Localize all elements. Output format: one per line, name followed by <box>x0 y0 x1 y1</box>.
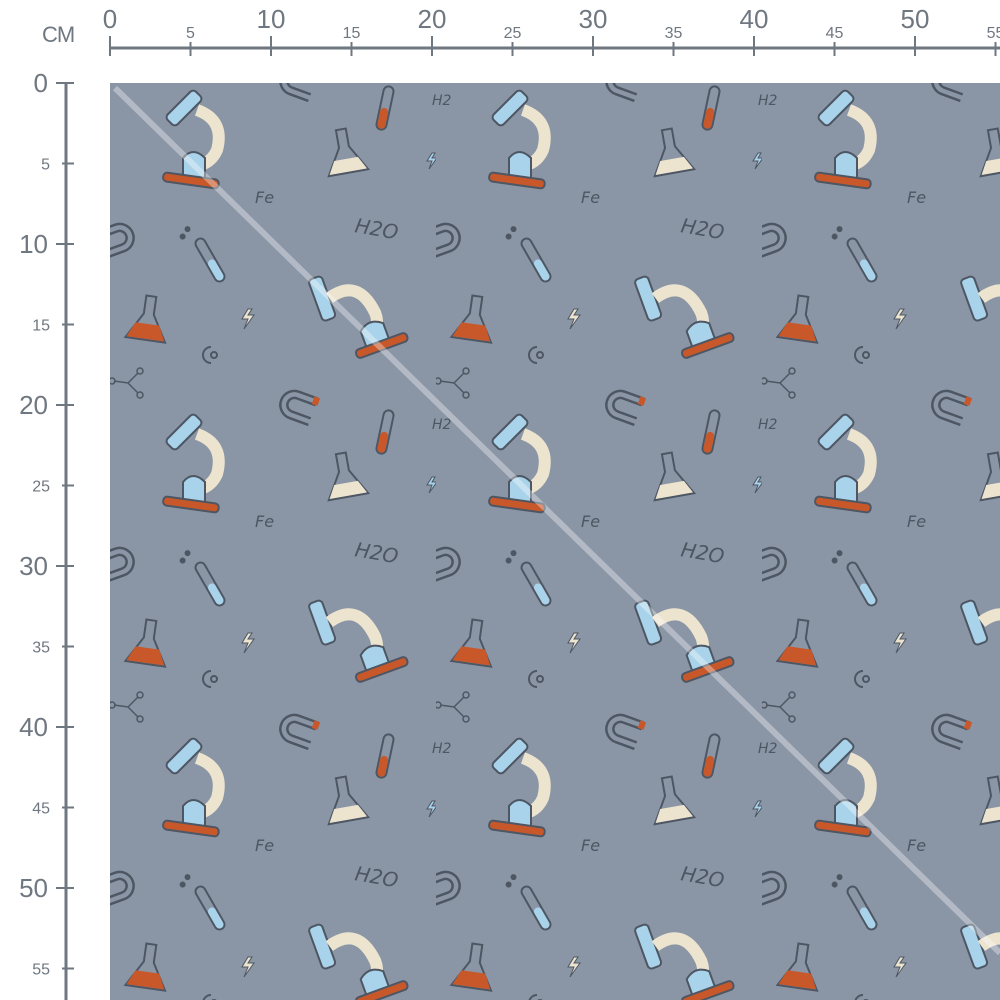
fe-label: Fe <box>255 836 274 855</box>
fe-label: Fe <box>581 188 600 207</box>
top-ruler-label: 15 <box>343 25 361 42</box>
fabric-swatch: H2OFeH2H2OFeH2H2OFeH2H2OFeH2H2OFeH2H2OFe… <box>110 83 1000 1000</box>
left-ruler-label: 55 <box>32 962 50 979</box>
fe-label: Fe <box>255 188 274 207</box>
top-ruler-label: 55 <box>987 25 1000 42</box>
left-ruler-label: 5 <box>41 157 50 174</box>
top-ruler-label: 30 <box>579 4 608 34</box>
fabric-pattern <box>110 83 1000 1000</box>
left-ruler-label: 15 <box>32 318 50 335</box>
top-ruler-label: 45 <box>826 25 844 42</box>
fe-label: Fe <box>255 512 274 531</box>
left-ruler-label: 20 <box>19 390 48 420</box>
top-ruler-label: 20 <box>418 4 447 34</box>
left-ruler-label: 45 <box>32 801 50 818</box>
left-ruler-label: 25 <box>32 479 50 496</box>
fe-label: Fe <box>581 836 600 855</box>
top-ruler-label: 25 <box>504 25 522 42</box>
h2-label: H2 <box>432 417 452 433</box>
h2-label: H2 <box>758 417 778 433</box>
top-ruler-label: 35 <box>665 25 683 42</box>
top-ruler-label: 10 <box>257 4 286 34</box>
h2-label: H2 <box>432 93 452 109</box>
h2-label: H2 <box>432 741 452 757</box>
fe-label: Fe <box>907 188 926 207</box>
fe-label: Fe <box>907 512 926 531</box>
ruler-unit-label: CM <box>42 22 75 47</box>
top-ruler-label: 0 <box>103 4 117 34</box>
top-ruler-label: 50 <box>901 4 930 34</box>
top-ruler-label: 40 <box>740 4 769 34</box>
left-ruler-label: 30 <box>19 551 48 581</box>
left-ruler-label: 40 <box>19 712 48 742</box>
fold-highlight <box>112 85 1000 956</box>
left-ruler-label: 35 <box>32 640 50 657</box>
h2-label: H2 <box>758 741 778 757</box>
fabric-text-motifs: H2OFeH2H2OFeH2H2OFeH2H2OFeH2H2OFeH2H2OFe… <box>255 93 926 892</box>
left-ruler-label: 0 <box>34 68 48 98</box>
fe-label: Fe <box>581 512 600 531</box>
left-ruler-label: 10 <box>19 229 48 259</box>
top-ruler-label: 5 <box>186 25 195 42</box>
left-ruler-label: 50 <box>19 873 48 903</box>
fe-label: Fe <box>907 836 926 855</box>
h2-label: H2 <box>758 93 778 109</box>
